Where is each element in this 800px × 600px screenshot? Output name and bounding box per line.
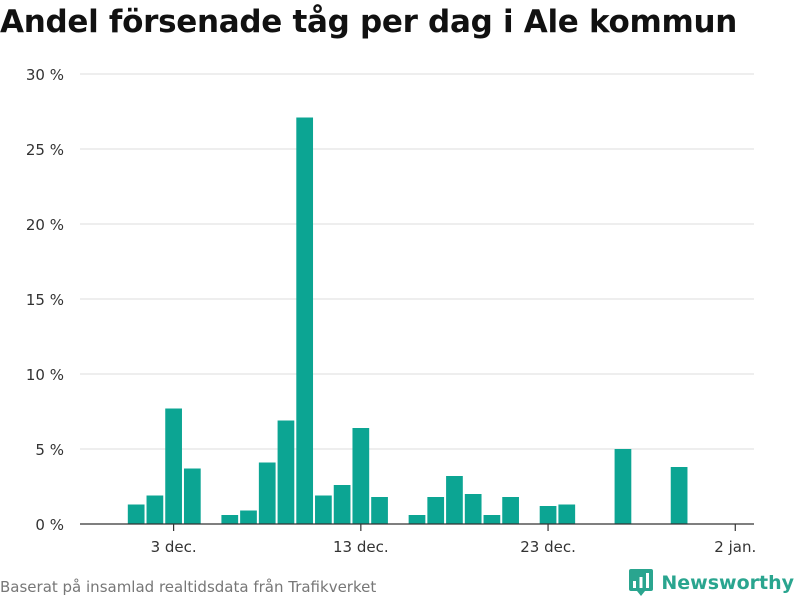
bar [165,408,182,524]
y-tick-label: 0 % [35,516,64,534]
bar [371,497,388,524]
bar [258,462,276,524]
bar [146,495,164,524]
bar [614,449,632,524]
y-tick-label: 15 % [26,291,64,309]
brand[interactable]: Newsworthy [629,569,794,597]
bar [240,510,257,524]
bar [183,468,201,524]
newsworthy-logo-icon [629,569,654,596]
source-note: Baserat på insamlad realtidsdata från Tr… [0,578,377,596]
y-tick-label: 30 % [26,66,64,84]
bar [352,428,370,524]
brand-name: Newsworthy [661,572,794,594]
y-axis-tick-labels: 0 % 5 % 10 % 15 % 20 % 25 % 30 % [26,66,64,534]
y-tick-label: 25 % [26,141,64,159]
bar [221,515,239,524]
bar [446,476,463,524]
bar [464,494,482,524]
bar [539,506,557,524]
bar [427,497,445,524]
y-tick-label: 5 % [35,441,64,459]
bar [277,420,295,524]
x-tick-label: 23 dec. [520,538,576,556]
bar [502,497,519,524]
bar [315,495,332,524]
y-tick-label: 20 % [26,216,64,234]
x-tick-label: 2 jan. [714,538,756,556]
chart-title: Andel försenade tåg per dag i Ale kommun [0,4,738,40]
bar [408,515,426,524]
bars [127,117,688,524]
bar [333,485,351,524]
bar [558,504,576,524]
x-tick-label: 13 dec. [333,538,389,556]
y-tick-label: 10 % [26,366,64,384]
gridlines [80,73,754,450]
bar [296,117,314,524]
bar [670,467,688,524]
bar [483,515,501,524]
bar [127,504,145,524]
x-tick-label: 3 dec. [151,538,197,556]
x-axis: 3 dec. 13 dec. 23 dec. 2 jan. [80,523,756,556]
